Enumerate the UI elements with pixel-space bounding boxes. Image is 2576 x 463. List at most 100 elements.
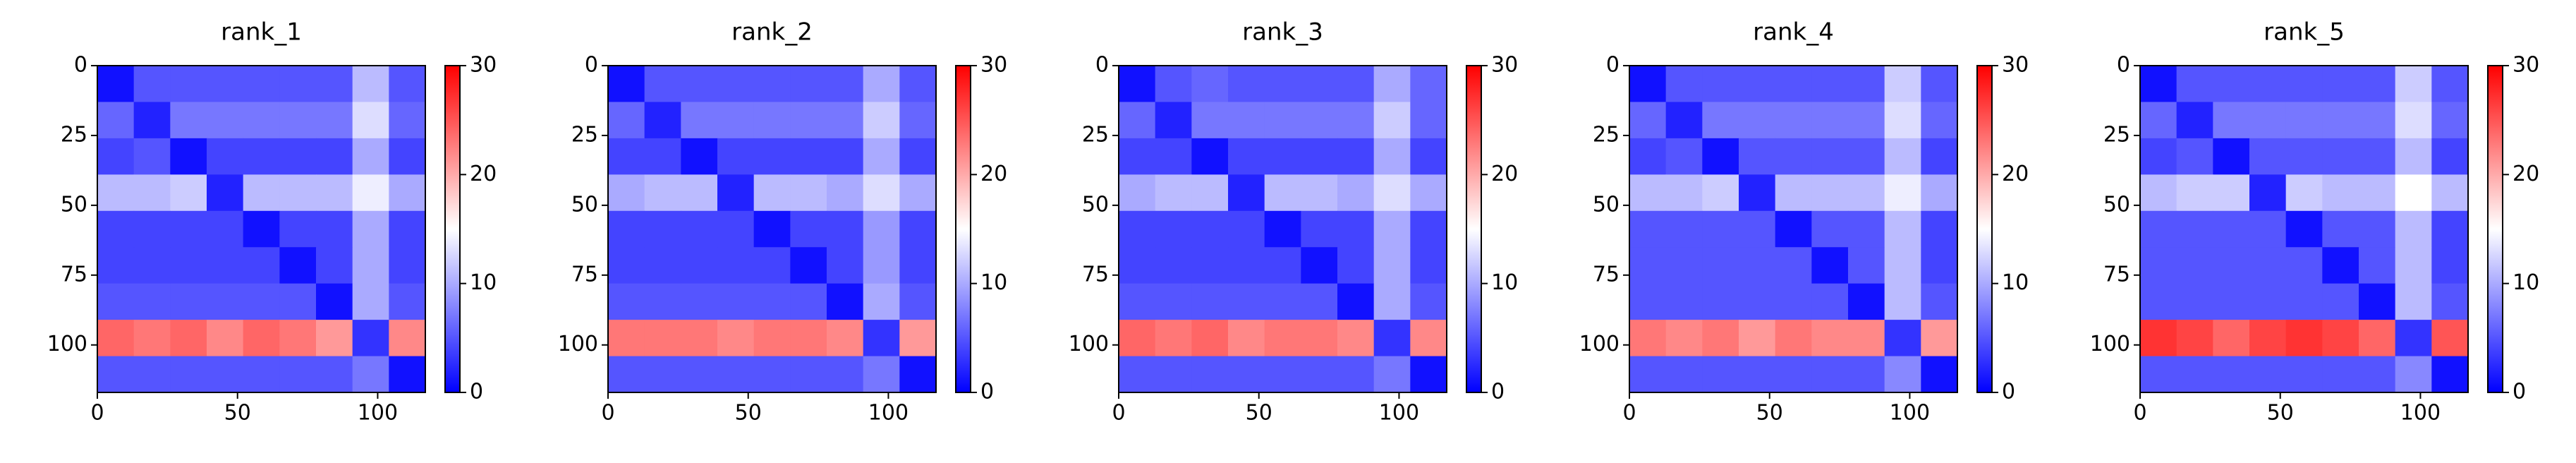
heatmap-cell xyxy=(681,174,718,212)
heatmap-cell xyxy=(863,102,900,139)
heatmap-cell xyxy=(1739,247,1776,284)
heatmap-cell xyxy=(316,138,353,175)
heatmap-cell xyxy=(863,247,900,284)
heatmap-cell xyxy=(389,320,426,357)
heatmap-cell xyxy=(863,210,900,248)
heatmap-cell xyxy=(827,283,864,320)
heatmap-cell xyxy=(1739,283,1776,320)
heatmap-cell xyxy=(1301,320,1338,357)
y-tick-label: 0 xyxy=(1606,53,1620,78)
axes-frame xyxy=(97,65,426,393)
heatmap-cell xyxy=(2176,283,2213,320)
heatmap-cell xyxy=(1629,66,1667,102)
y-tick-label: 0 xyxy=(2117,53,2130,78)
heatmap-cell xyxy=(753,174,791,212)
heatmap-cell xyxy=(2176,356,2213,393)
heatmap-cell xyxy=(2140,66,2177,102)
heatmap-cell xyxy=(2285,102,2323,139)
heatmap-cell xyxy=(2322,174,2359,212)
heatmap-cell xyxy=(1373,66,1411,102)
heatmap-cell xyxy=(2431,102,2469,139)
heatmap-cell xyxy=(1373,210,1411,248)
heatmap-cell xyxy=(170,138,207,175)
heatmap-cell xyxy=(2249,138,2287,175)
axes-frame xyxy=(1118,65,1447,393)
heatmap-cell xyxy=(1811,247,1849,284)
heatmap-cell xyxy=(133,66,171,102)
heatmap-cell xyxy=(1665,138,1703,175)
colorbar xyxy=(2487,65,2503,393)
heatmap-cell xyxy=(1119,247,1156,284)
y-tick-label: 100 xyxy=(47,332,87,356)
heatmap-cell xyxy=(1921,66,1958,102)
heatmap-cell xyxy=(97,138,135,175)
heatmap-cell xyxy=(1921,247,1958,284)
heatmap-cell xyxy=(644,66,681,102)
heatmap-cell xyxy=(1228,210,1265,248)
y-tick-label: 25 xyxy=(2103,122,2130,147)
heatmap-cell xyxy=(899,66,937,102)
heatmap-cell xyxy=(2322,320,2359,357)
heatmap-cell xyxy=(1155,138,1192,175)
colorbar-tick-label: 20 xyxy=(1491,162,1518,186)
heatmap-cell xyxy=(316,102,353,139)
heatmap-cell xyxy=(1702,210,1739,248)
heatmap-cell xyxy=(1191,138,1229,175)
heatmap-cell xyxy=(1848,102,1885,139)
heatmap-cell xyxy=(243,320,280,357)
heatmap-cell xyxy=(1191,247,1229,284)
panel: rank_1 0 50 100 0 25 50 75 100 0 10 20 30 xyxy=(47,18,497,426)
heatmap-cell xyxy=(243,247,280,284)
heatmap-cell xyxy=(717,102,755,139)
heatmap-cell xyxy=(1410,66,1447,102)
axes-frame xyxy=(1629,65,1958,393)
heatmap-cell xyxy=(279,247,317,284)
heatmap-cell xyxy=(1119,138,1156,175)
heatmap-cell xyxy=(1848,247,1885,284)
heatmap-cell xyxy=(1373,138,1411,175)
heatmap-cell xyxy=(1373,102,1411,139)
y-tick-label: 75 xyxy=(2103,262,2130,287)
heatmap-cell xyxy=(1739,102,1776,139)
heatmap-cell xyxy=(644,138,681,175)
heatmap-cell xyxy=(2213,320,2250,357)
heatmap-cell xyxy=(1337,283,1375,320)
heatmap-cell xyxy=(2140,283,2177,320)
heatmap-cell xyxy=(316,174,353,212)
heatmap-cell xyxy=(753,138,791,175)
heatmap-cell xyxy=(170,356,207,393)
heatmap-cell xyxy=(170,210,207,248)
heatmap-cell xyxy=(2249,320,2287,357)
heatmap-cell xyxy=(1665,174,1703,212)
heatmap-cell xyxy=(753,356,791,393)
heatmap-cell xyxy=(133,210,171,248)
heatmap-cell xyxy=(1884,320,1921,357)
heatmap-cell xyxy=(2431,356,2469,393)
heatmap-cell xyxy=(2395,356,2432,393)
colorbar-tick-label: 30 xyxy=(2002,53,2029,78)
heatmap-cell xyxy=(1775,247,1812,284)
heatmap-cell xyxy=(2140,320,2177,357)
heatmap-cell xyxy=(1264,356,1301,393)
heatmap-cell xyxy=(1410,210,1447,248)
heatmap-cell xyxy=(2213,210,2250,248)
heatmap-cell xyxy=(1739,66,1776,102)
heatmap-cell xyxy=(899,138,937,175)
y-tick-label: 0 xyxy=(1095,53,1109,78)
heatmap-cell xyxy=(827,247,864,284)
heatmap-cell xyxy=(316,210,353,248)
y-tick-label: 50 xyxy=(1593,192,1620,217)
heatmap-cell xyxy=(2322,102,2359,139)
colorbar-tick-label: 10 xyxy=(2002,270,2029,295)
heatmap-cell xyxy=(1373,283,1411,320)
heatmap-cell xyxy=(1191,320,1229,357)
heatmap-cell xyxy=(2395,138,2432,175)
panel-title: rank_4 xyxy=(1753,18,1834,47)
heatmap-cell xyxy=(2213,66,2250,102)
heatmap-cell xyxy=(608,102,645,139)
heatmap-cell xyxy=(899,283,937,320)
heatmap-cell xyxy=(1848,356,1885,393)
heatmap-cell xyxy=(827,210,864,248)
heatmap-cell xyxy=(279,102,317,139)
heatmap-cell xyxy=(243,210,280,248)
